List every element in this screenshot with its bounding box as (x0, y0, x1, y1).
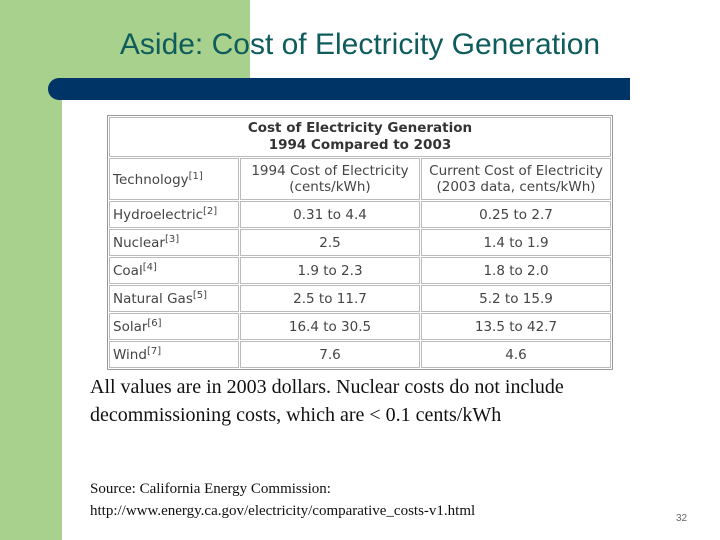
cost-2003-cell: 1.8 to 2.0 (421, 257, 611, 284)
page-number: 32 (676, 513, 688, 524)
note-line: decommissioning costs, which are < 0.1 c… (90, 404, 502, 426)
cost-2003: 13.5 to 42.7 (474, 318, 558, 335)
header-cell: Current Cost of Electricity (2003 data, c… (421, 158, 611, 200)
header-text: 1994 Cost of Electricity (251, 163, 409, 179)
cost-1994-cell: 2.5 (240, 229, 420, 256)
header-text: (cents/kWh) (289, 179, 371, 195)
technology-cell: Nuclear[3] (109, 229, 239, 256)
cost-2003-cell: 4.6 (421, 341, 611, 368)
cost-2003: 0.25 to 2.7 (479, 206, 553, 223)
technology: Hydroelectric (113, 207, 204, 223)
footnote-ref: [4] (142, 262, 157, 273)
footnote-ref: [5] (192, 290, 208, 301)
header-row: Technology[1] 1994 Cost of Electricity (c… (109, 158, 611, 200)
cost-1994-cell: 2.5 to 11.7 (240, 285, 420, 312)
cost-1994: 16.4 to 30.5 (288, 318, 372, 335)
cost-2003-cell: 1.4 to 1.9 (421, 229, 611, 256)
footnote-ref: [3] (164, 234, 180, 245)
table-row: Coal[4] 1.9 to 2.3 1.8 to 2.0 (109, 257, 611, 284)
technology-cell: Solar[6] (109, 313, 239, 340)
table-row: Nuclear[3] 2.5 1.4 to 1.9 (109, 229, 611, 256)
cost-1994: 2.5 to 11.7 (293, 290, 367, 307)
footnote-ref: [2] (203, 206, 218, 217)
header-cell: 1994 Cost of Electricity (cents/kWh) (240, 158, 420, 200)
table-row: Hydroelectric[2] 0.31 to 4.4 0.25 to 2.7 (109, 201, 611, 228)
cost-1994-cell: 16.4 to 30.5 (240, 313, 420, 340)
technology-cell: Wind[7] (109, 341, 239, 368)
header-cell: Technology[1] (109, 158, 239, 200)
cost-1994: 2.5 (319, 234, 341, 251)
cost-1994-cell: 1.9 to 2.3 (240, 257, 420, 284)
cost-2003: 5.2 to 15.9 (479, 290, 553, 307)
footnote-ref: [6] (147, 318, 162, 329)
cost-1994: 0.31 to 4.4 (293, 206, 367, 223)
cost-2003: 1.8 to 2.0 (483, 262, 549, 279)
technology: Wind (113, 347, 147, 363)
cost-2003: 4.6 (505, 346, 527, 363)
table-title-line: 1994 Compared to 2003 (268, 137, 452, 153)
cost-2003: 1.4 to 1.9 (483, 234, 549, 251)
cost-1994: 1.9 to 2.3 (297, 262, 363, 279)
header-text: (2003 data, cents/kWh) (436, 179, 596, 195)
footnote-ref: [7] (146, 346, 162, 357)
table-row: Wind[7] 7.6 4.6 (109, 341, 611, 368)
technology: Solar (113, 319, 148, 335)
table-title-line: Cost of Electricity Generation (247, 120, 473, 136)
cost-1994-cell: 0.31 to 4.4 (240, 201, 420, 228)
cost-2003-cell: 0.25 to 2.7 (421, 201, 611, 228)
footnote-ref: [1] (188, 170, 203, 182)
note-line: All values are in 2003 dollars. Nuclear … (90, 376, 564, 398)
table-row: Solar[6] 16.4 to 30.5 13.5 to 42.7 (109, 313, 611, 340)
table-title: Cost of Electricity Generation 1994 Comp… (109, 117, 611, 157)
technology: Coal (113, 263, 143, 279)
technology: Nuclear (113, 235, 165, 251)
cost-table: Cost of Electricity Generation 1994 Comp… (107, 115, 613, 370)
technology: Natural Gas (113, 291, 193, 307)
source-line: Source: California Energy Commission: (90, 481, 331, 497)
technology-cell: Natural Gas[5] (109, 285, 239, 312)
table-image: Cost of Electricity Generation 1994 Comp… (107, 115, 613, 370)
technology-cell: Coal[4] (109, 257, 239, 284)
table-row: Natural Gas[5] 2.5 to 11.7 5.2 to 15.9 (109, 285, 611, 312)
cost-2003-cell: 5.2 to 15.9 (421, 285, 611, 312)
slide-title: Aside: Cost of Electricity Generation (119, 28, 601, 61)
header-text: Current Cost of Electricity (429, 163, 603, 179)
header-text: Technology (113, 171, 189, 188)
cost-1994-cell: 7.6 (240, 341, 420, 368)
technology-cell: Hydroelectric[2] (109, 201, 239, 228)
title-bar (48, 78, 630, 100)
cost-1994: 7.6 (319, 346, 341, 363)
source-line: http://www.energy.ca.gov/electricity/com… (90, 503, 476, 519)
cost-2003-cell: 13.5 to 42.7 (421, 313, 611, 340)
table-title-row: Cost of Electricity Generation 1994 Comp… (109, 117, 611, 157)
